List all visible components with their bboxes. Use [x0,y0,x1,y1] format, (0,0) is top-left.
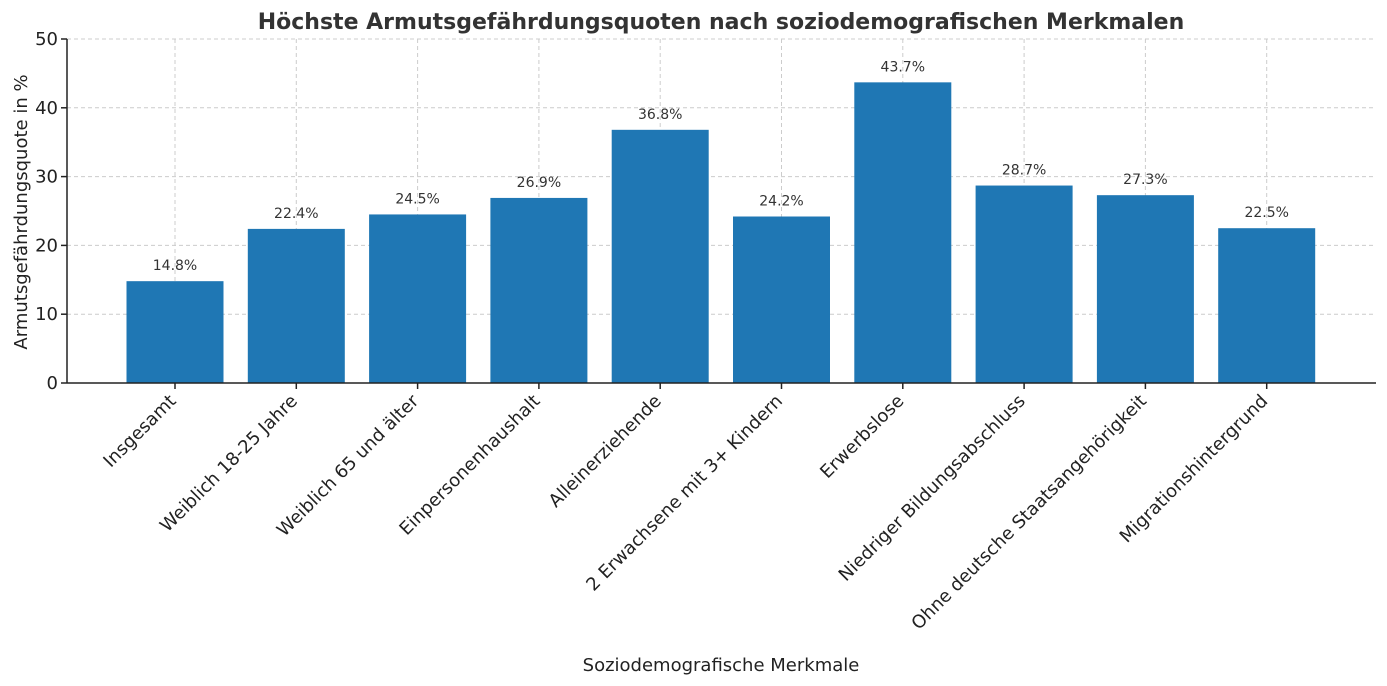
x-axis-title: Soziodemografische Merkmale [583,655,860,676]
data-label: 24.2% [759,194,803,210]
data-label: 26.9% [517,175,561,191]
bar [975,185,1073,383]
x-tick-label: Erwerbslose [816,391,908,483]
x-tick-label: 2 Erwachsene mit 3+ Kindern [582,391,787,596]
y-tick-label: 10 [35,304,58,325]
x-tick-label: Insgesamt [99,391,180,472]
y-axis-title: Armutsgefährdungsquote in % [11,74,32,349]
data-label: 36.8% [638,107,682,123]
bar [1096,195,1194,383]
bar [854,82,952,384]
y-tick-label: 40 [35,98,58,119]
bar [126,281,224,383]
bars-layer [126,82,1316,384]
chart-title: Höchste Armutsgefährdungsquoten nach soz… [258,10,1185,35]
data-label: 22.5% [1244,205,1288,221]
x-tick-label: Weiblich 18-25 Jahre [156,391,302,537]
data-label: 22.4% [274,206,318,222]
y-tick-label: 0 [47,373,58,394]
bar [733,216,830,383]
y-tick-label: 30 [35,167,58,188]
bar [1218,228,1316,383]
data-label: 28.7% [1002,163,1046,179]
data-label: 14.8% [153,258,197,274]
data-label: 27.3% [1123,172,1167,188]
axes-layer: 0 10 20 30 40 50 [35,29,1376,394]
x-tick-label: Ohne deutsche Staatsangehörigkeit [907,391,1150,634]
x-tick-label: Einpersonenhaushalt [395,391,544,540]
x-tick-label: Alleinerziehende [545,391,666,512]
y-tick-label: 50 [35,29,58,50]
bar [247,228,345,383]
bar [490,197,588,383]
bar [369,214,467,383]
data-label: 43.7% [881,59,925,75]
y-tick-label: 20 [35,235,58,256]
bar [611,129,709,383]
data-label: 24.5% [395,191,439,207]
